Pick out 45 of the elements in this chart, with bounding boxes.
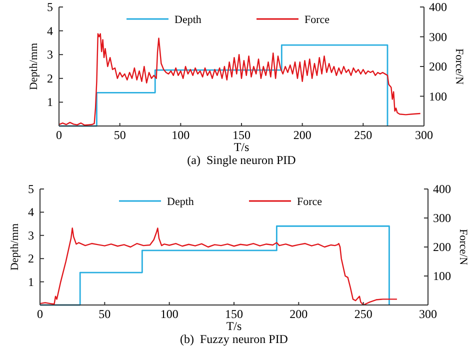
y2-axis-title: Force/N — [457, 228, 469, 266]
y2-tick-label: 300 — [429, 30, 447, 44]
legend-label: Depth — [174, 14, 202, 26]
text: (a) Single neuron PID — [187, 153, 296, 167]
x-tick-label: 150 — [225, 307, 243, 321]
legend-label: Force — [304, 14, 330, 26]
line-series — [58, 33, 421, 126]
x-axis-title: T/s — [234, 140, 250, 154]
x-tick-label: 0 — [56, 128, 62, 142]
y-tick-label: 2 — [47, 71, 53, 86]
y-axis-title: Depth/mm — [9, 223, 21, 271]
y-tick-label: 1 — [47, 95, 53, 110]
y-tick-label: 1 — [28, 274, 34, 289]
x-tick-label: 300 — [419, 307, 437, 321]
y-tick-label: 4 — [28, 205, 34, 220]
y2-tick-label: 100 — [433, 269, 451, 283]
y-tick-label: 4 — [47, 24, 53, 38]
y2-tick-label: 100 — [429, 89, 447, 104]
legend-label: Depth — [167, 196, 194, 208]
y2-tick-label: 200 — [433, 240, 451, 254]
x-tick-label: 150 — [232, 128, 250, 142]
x-tick-label: 300 — [415, 128, 433, 142]
y-axis-title: Depth/mm — [28, 42, 40, 90]
y2-axis-title: Force/N — [453, 48, 465, 85]
y2-tick-label: 400 — [429, 0, 447, 14]
y-tick-label: 3 — [28, 228, 34, 242]
y-tick-label: 2 — [28, 252, 34, 266]
y2-tick-label: 400 — [433, 182, 451, 196]
y2-tick-label: 300 — [433, 211, 451, 225]
x-tick-label: 200 — [293, 128, 312, 142]
x-tick-label: 50 — [98, 307, 111, 321]
x-tick-label: 100 — [172, 128, 190, 142]
y-tick-label: 3 — [47, 48, 53, 62]
x-tick-label: 250 — [354, 128, 372, 142]
x-tick-label: 0 — [37, 307, 43, 321]
x-axis-title: T/s — [226, 319, 242, 333]
x-tick-label: 50 — [114, 128, 126, 142]
x-tick-label: 250 — [354, 307, 372, 321]
y2-tick-label: 200 — [429, 60, 447, 74]
text: (b) Fuzzy neuron PID — [180, 332, 288, 346]
x-tick-label: 100 — [160, 307, 178, 321]
y-tick-label: 5 — [28, 182, 34, 196]
x-tick-label: 200 — [290, 307, 308, 321]
legend-label: Force — [297, 196, 322, 208]
y-tick-label: 5 — [47, 0, 53, 14]
